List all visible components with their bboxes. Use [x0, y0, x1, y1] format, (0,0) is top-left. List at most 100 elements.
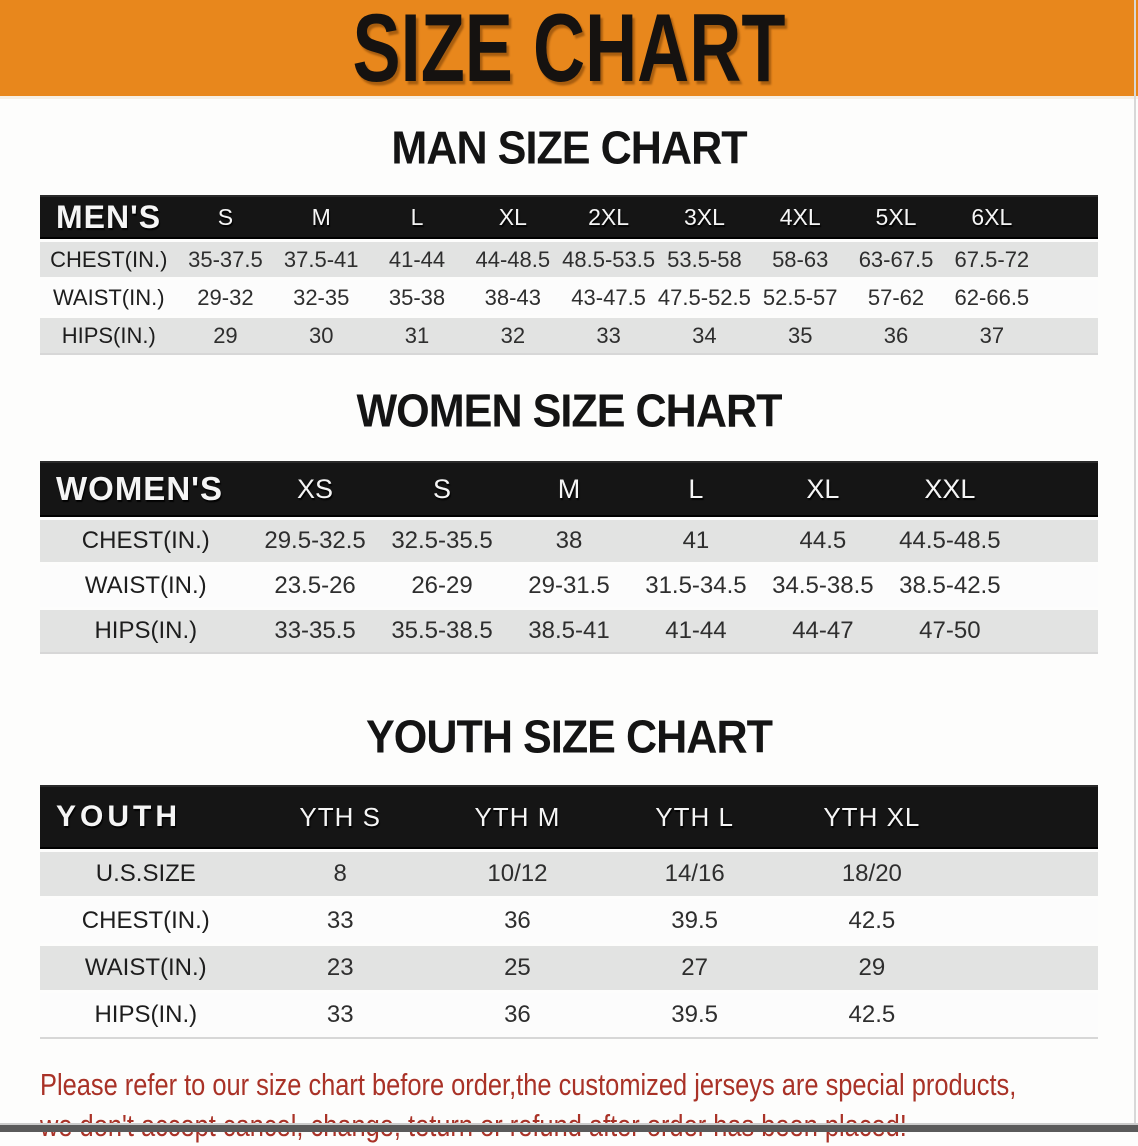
measurement-row: HIPS(IN.) 33 36 39.5 42.5	[40, 993, 1098, 1039]
spacer-cell	[960, 946, 1098, 990]
size-column-header: 2XL	[560, 195, 657, 239]
right-edge-line	[1134, 0, 1136, 1132]
youth-size-table: YOUTH YTH S YTH M YTH L YTH XL U.S.SIZE 8 10/12…	[40, 782, 1098, 1042]
size-column-header: 3XL	[656, 195, 753, 239]
women-size-chart-heading: WOMEN SIZE CHART	[356, 385, 782, 438]
measurement-value: 36	[848, 318, 944, 355]
measurement-value: 31.5-34.5	[632, 565, 760, 607]
measurement-value: 37	[943, 318, 1040, 355]
spacer-cell	[960, 899, 1098, 943]
measurement-value: 42.5	[783, 899, 961, 943]
spacer-cell	[1013, 610, 1098, 654]
spacer-cell	[1039, 242, 1098, 277]
measurement-value: 34	[656, 318, 753, 355]
measurement-label: CHEST(IN.)	[40, 242, 178, 277]
measurement-label: WAIST(IN.)	[40, 946, 252, 990]
measurement-label: WAIST(IN.)	[40, 565, 252, 607]
spacer-cell	[1013, 520, 1098, 562]
measurement-value: 31	[369, 318, 465, 355]
spacer-cell	[960, 785, 1098, 849]
size-column-header: S	[177, 195, 274, 239]
size-column-header: YTH XL	[783, 785, 961, 849]
size-column-header: 5XL	[848, 195, 944, 239]
measurement-row: U.S.SIZE 8 10/12 14/16 18/20	[40, 852, 1098, 896]
measurement-row: WAIST(IN.) 29-32 32-35 35-38 38-43 43-47.5 47.…	[40, 280, 1098, 315]
table-category-label: WOMEN'S	[40, 461, 252, 517]
measurement-value: 44-47	[759, 610, 887, 654]
spacer-cell	[1013, 461, 1098, 517]
measurement-value: 35-38	[369, 280, 465, 315]
measurement-label: U.S.SIZE	[40, 852, 252, 896]
size-column-header: S	[378, 461, 506, 517]
measurement-value: 63-67.5	[848, 242, 944, 277]
measurement-value: 18/20	[783, 852, 961, 896]
measurement-value: 39.5	[606, 899, 784, 943]
spacer-cell	[1039, 195, 1098, 239]
measurement-value: 57-62	[848, 280, 944, 315]
measurement-label: HIPS(IN.)	[40, 318, 178, 355]
measurement-value: 53.5-58	[656, 242, 753, 277]
size-column-header: 6XL	[943, 195, 1040, 239]
man-size-chart-heading: MAN SIZE CHART	[391, 122, 747, 175]
measurement-row: WAIST(IN.) 23.5-26 26-29 29-31.5 31.5-34.5 34…	[40, 565, 1098, 607]
measurement-value: 47-50	[886, 610, 1014, 654]
size-column-header: XL	[759, 461, 887, 517]
measurement-value: 36	[428, 993, 607, 1039]
spacer-cell	[1039, 280, 1098, 315]
measurement-row: WAIST(IN.) 23 25 27 29	[40, 946, 1098, 990]
size-table-header-row: YOUTH YTH S YTH M YTH L YTH XL	[40, 785, 1098, 849]
measurement-label: HIPS(IN.)	[40, 610, 252, 654]
measurement-value: 67.5-72	[943, 242, 1040, 277]
measurement-label: HIPS(IN.)	[40, 993, 252, 1039]
measurement-value: 35.5-38.5	[378, 610, 506, 654]
measurement-value: 44-48.5	[464, 242, 561, 277]
measurement-value: 41-44	[632, 610, 760, 654]
disclaimer-line: Please refer to our size chart before or…	[40, 1067, 1017, 1102]
size-column-header: XS	[251, 461, 379, 517]
measurement-row: CHEST(IN.) 33 36 39.5 42.5	[40, 899, 1098, 943]
spacer-cell	[1039, 318, 1098, 355]
size-column-header: M	[505, 461, 633, 517]
measurement-value: 30	[273, 318, 370, 355]
measurement-value: 29-31.5	[505, 565, 633, 607]
measurement-value: 32-35	[273, 280, 370, 315]
measurement-value: 38	[505, 520, 633, 562]
spacer-cell	[960, 993, 1098, 1039]
spacer-cell	[960, 852, 1098, 896]
measurement-value: 33	[251, 899, 429, 943]
measurement-value: 38.5-41	[505, 610, 633, 654]
size-column-header: XL	[464, 195, 561, 239]
measurement-value: 43-47.5	[560, 280, 657, 315]
measurement-value: 33	[251, 993, 429, 1039]
measurement-value: 38.5-42.5	[886, 565, 1014, 607]
measurement-row: HIPS(IN.) 29 30 31 32 33 34 35 36 37	[40, 318, 1098, 355]
measurement-label: CHEST(IN.)	[40, 520, 252, 562]
size-column-header: L	[632, 461, 760, 517]
measurement-value: 36	[428, 899, 607, 943]
measurement-value: 52.5-57	[752, 280, 849, 315]
measurement-value: 41-44	[369, 242, 465, 277]
measurement-value: 35-37.5	[177, 242, 274, 277]
measurement-value: 8	[251, 852, 429, 896]
measurement-value: 39.5	[606, 993, 784, 1039]
size-column-header: 4XL	[752, 195, 849, 239]
measurement-value: 23.5-26	[251, 565, 379, 607]
measurement-value: 34.5-38.5	[759, 565, 887, 607]
measurement-value: 14/16	[606, 852, 784, 896]
banner-title: SIZE CHART	[352, 0, 786, 102]
size-table-header-row: MEN'S S M L XL 2XL 3XL 4XL 5XL 6XL	[40, 195, 1098, 239]
youth-size-chart-heading: YOUTH SIZE CHART	[366, 711, 773, 764]
measurement-value: 38-43	[464, 280, 561, 315]
measurement-value: 32.5-35.5	[378, 520, 506, 562]
measurement-value: 23	[251, 946, 429, 990]
measurement-value: 37.5-41	[273, 242, 370, 277]
spacer-cell	[1013, 565, 1098, 607]
measurement-value: 58-63	[752, 242, 849, 277]
size-column-header: YTH M	[428, 785, 607, 849]
men-size-table: MEN'S S M L XL 2XL 3XL 4XL 5XL 6XL CHEST(IN.) 35-37…	[40, 192, 1098, 358]
size-column-header: YTH L	[606, 785, 784, 849]
disclaimer: Please refer to our size chart before or…	[0, 1064, 1138, 1146]
measurement-value: 10/12	[428, 852, 607, 896]
size-chart-banner: SIZE CHART	[0, 0, 1138, 99]
size-column-header: XXL	[886, 461, 1014, 517]
